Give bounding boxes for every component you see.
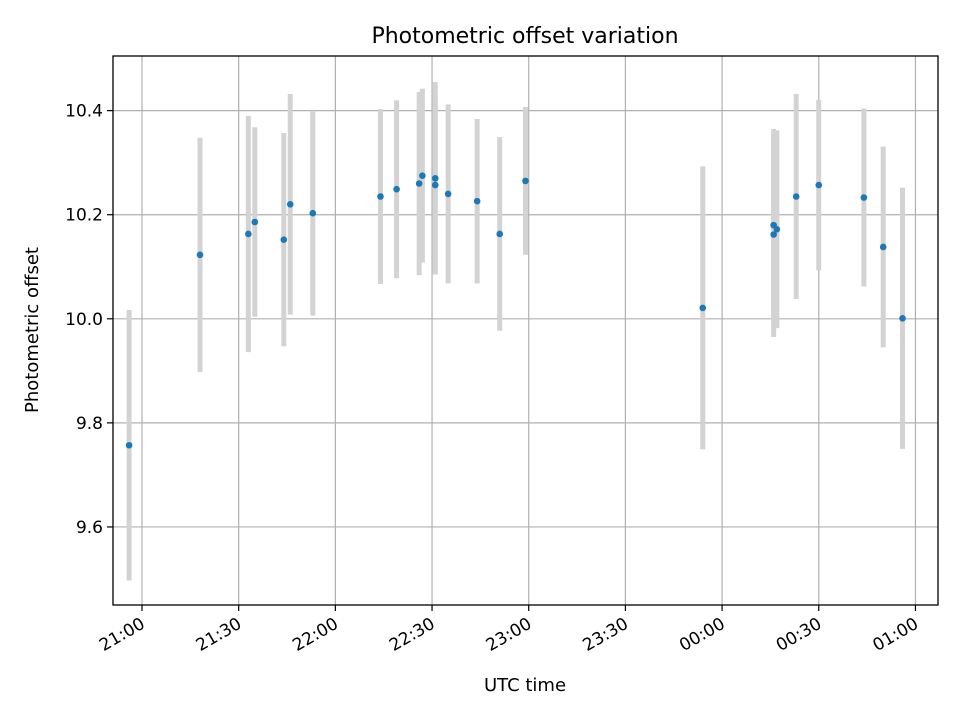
x-tick-label: 22:00	[289, 614, 341, 656]
point-layer	[125, 172, 906, 449]
y-tick-label: 10.4	[65, 102, 103, 122]
data-point	[280, 236, 288, 243]
data-point	[792, 193, 800, 200]
data-point	[770, 231, 777, 238]
x-tick-label: 23:00	[483, 614, 535, 656]
x-tick-label: 22:30	[386, 614, 438, 656]
data-point	[496, 230, 504, 238]
data-point	[245, 230, 252, 238]
data-point	[699, 304, 707, 312]
x-tick-label: 01:00	[870, 614, 922, 656]
plot-frame	[112, 55, 939, 606]
y-tick-label: 9.8	[76, 414, 103, 434]
x-tick-label: 00:00	[676, 614, 728, 656]
x-axis-label: UTC time	[484, 675, 566, 696]
data-point	[879, 243, 887, 251]
data-point	[773, 225, 781, 233]
data-point	[309, 209, 317, 217]
chart-title: Photometric offset variation	[371, 24, 678, 49]
data-point	[431, 181, 439, 189]
data-point	[815, 181, 823, 189]
x-tick-label: 00:30	[773, 614, 825, 656]
data-point	[431, 174, 439, 182]
data-point	[286, 201, 294, 208]
error-bar-layer	[126, 82, 906, 581]
y-tick-label: 10.2	[65, 206, 103, 226]
data-point	[377, 193, 384, 200]
y-tick-label: 9.6	[76, 518, 103, 538]
data-point	[415, 180, 423, 187]
data-point	[444, 190, 452, 198]
data-point	[251, 218, 259, 226]
data-point	[522, 177, 529, 185]
x-tick-label: 21:30	[193, 614, 245, 656]
data-point	[899, 314, 906, 322]
x-tick-label: 21:00	[96, 614, 148, 656]
data-point	[196, 251, 204, 259]
data-point	[473, 197, 481, 205]
data-point	[393, 185, 400, 193]
data-point	[419, 172, 426, 179]
data-point	[125, 441, 133, 449]
y-axis-label: Photometric offset	[22, 247, 43, 413]
tick-layer: 21:00 21:30 22:00 22:30 23:00 23:30 00:00 00:30…	[65, 102, 922, 656]
data-point	[860, 194, 868, 201]
y-tick-label: 10.0	[65, 310, 103, 330]
x-tick-label: 23:30	[579, 614, 631, 656]
